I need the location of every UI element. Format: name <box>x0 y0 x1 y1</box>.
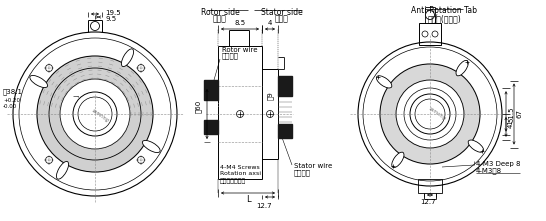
Ellipse shape <box>56 161 69 179</box>
Text: 4-M3 Deep 8: 4-M3 Deep 8 <box>476 161 520 167</box>
Bar <box>418 179 442 193</box>
Text: 67: 67 <box>516 109 522 118</box>
Text: 定子出线: 定子出线 <box>294 169 311 176</box>
Text: 4-M3淸8: 4-M3淸8 <box>476 168 502 174</box>
Text: 41: 41 <box>508 120 514 128</box>
Text: Anti-Rotation Tab: Anti-Rotation Tab <box>411 6 477 15</box>
Ellipse shape <box>468 140 484 152</box>
Text: 定子边: 定子边 <box>275 14 289 23</box>
Text: L: L <box>246 195 250 204</box>
Bar <box>278 76 292 96</box>
Text: Rotor wire: Rotor wire <box>222 47 258 53</box>
Circle shape <box>236 110 244 118</box>
Text: 转子边: 转子边 <box>213 14 227 23</box>
Text: 12.7: 12.7 <box>420 199 436 205</box>
Text: ΃60: ΃60 <box>195 99 201 113</box>
Text: 12.7: 12.7 <box>256 203 272 209</box>
Text: 19.5: 19.5 <box>105 10 121 16</box>
Text: Rotor side: Rotor side <box>200 8 239 17</box>
Circle shape <box>432 31 438 37</box>
Text: 8.5: 8.5 <box>234 20 246 26</box>
Ellipse shape <box>121 49 134 67</box>
Circle shape <box>138 156 145 164</box>
Circle shape <box>425 11 435 19</box>
Circle shape <box>45 156 52 164</box>
Text: ΃38.1: ΃38.1 <box>3 89 23 95</box>
Text: 4: 4 <box>268 20 272 26</box>
Ellipse shape <box>376 76 392 88</box>
Text: Rotation axsi: Rotation axsi <box>220 171 261 176</box>
Text: -0.00: -0.00 <box>3 103 17 109</box>
Ellipse shape <box>392 152 404 168</box>
Ellipse shape <box>456 60 468 76</box>
Text: Stator side: Stator side <box>261 8 303 17</box>
Text: Stator wire: Stator wire <box>294 163 333 169</box>
Circle shape <box>266 110 274 118</box>
Ellipse shape <box>30 75 48 88</box>
Bar <box>278 124 292 138</box>
Text: samring: samring <box>91 108 111 124</box>
Text: +0.20: +0.20 <box>3 97 20 103</box>
Circle shape <box>138 65 145 72</box>
Text: 转子出线: 转子出线 <box>222 52 239 59</box>
Circle shape <box>45 65 52 72</box>
Text: 转子螺钉固定孔: 转子螺钉固定孔 <box>220 178 246 184</box>
Text: ΃9: ΃9 <box>266 92 274 100</box>
Text: samring: samring <box>429 106 448 122</box>
Circle shape <box>91 21 99 30</box>
Bar <box>204 120 218 134</box>
Bar <box>419 23 441 45</box>
Text: 51.5: 51.5 <box>508 106 514 122</box>
Text: 4-M4 Screws: 4-M4 Screws <box>220 165 260 170</box>
Ellipse shape <box>143 140 160 152</box>
Bar <box>204 80 218 100</box>
Text: 止转片(可调节): 止转片(可调节) <box>427 14 461 23</box>
Text: 9.5: 9.5 <box>105 16 116 22</box>
Circle shape <box>422 31 428 37</box>
